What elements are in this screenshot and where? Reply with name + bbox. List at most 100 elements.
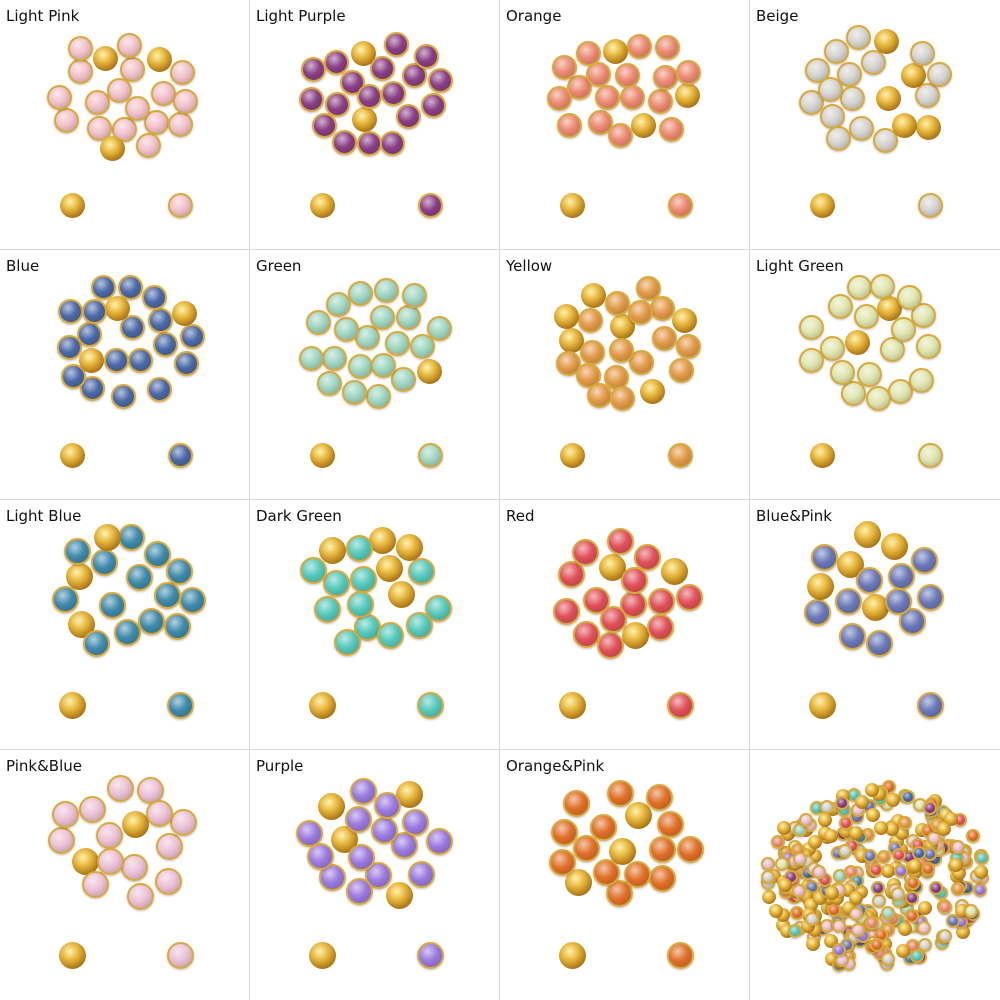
button-back (818, 812, 833, 827)
sample-button-back (58, 941, 86, 969)
sample-button-front (666, 691, 694, 719)
button-bead (78, 795, 106, 823)
button-bead (587, 382, 612, 408)
button-back (387, 580, 415, 608)
button-bead (51, 585, 79, 613)
button-bead (47, 84, 73, 110)
variant-cell[interactable]: Light Pink (0, 0, 250, 250)
button-bead (832, 918, 847, 933)
button-bead (677, 835, 705, 863)
button-bead (877, 850, 892, 865)
button-back (884, 821, 899, 836)
button-bead (573, 621, 600, 649)
button-bead (311, 112, 337, 138)
button-bead (811, 864, 826, 879)
variant-cell[interactable]: Orange&Pink (500, 750, 750, 1000)
button-bead (96, 821, 124, 849)
button-bead (172, 88, 198, 114)
button-back (375, 555, 403, 583)
button-bead (91, 275, 117, 301)
button-bead (600, 606, 628, 634)
button-bead (827, 293, 853, 319)
button-bead (341, 379, 367, 405)
variant-label: Beige (756, 7, 799, 25)
button-bead (973, 882, 988, 897)
button-bead (306, 310, 332, 336)
variant-cell[interactable]: Orange (500, 0, 750, 250)
button-bead (885, 587, 913, 615)
button-bead (63, 538, 91, 566)
variant-cell[interactable]: Beige (750, 0, 1000, 250)
button-bead (908, 368, 934, 394)
button-bead (84, 89, 110, 115)
variant-cell[interactable]: Dark Green (250, 500, 500, 750)
button-bead (605, 291, 630, 317)
sample-button-front (416, 691, 444, 719)
button-back (808, 835, 823, 850)
button-bead (606, 779, 634, 807)
button-bead (120, 315, 146, 341)
button-bead (901, 789, 916, 804)
button-back (881, 864, 896, 879)
button-bead (648, 588, 676, 616)
button-bead (406, 612, 434, 640)
button-bead (595, 84, 621, 110)
button-bead (649, 836, 677, 864)
sample-button-back (558, 691, 586, 719)
button-bead (135, 133, 161, 159)
variant-cell[interactable] (750, 750, 1000, 1000)
variant-cell[interactable]: Blue (0, 250, 250, 500)
button-bead (298, 87, 324, 113)
button-bead (350, 777, 378, 805)
button-bead (356, 84, 382, 110)
button-bead (552, 54, 577, 80)
variant-cell[interactable]: Red (500, 500, 750, 750)
button-bead (325, 291, 351, 317)
sample-button-back (558, 941, 586, 969)
variant-cell[interactable]: Light Purple (250, 0, 500, 250)
button-bead (909, 41, 935, 67)
variant-cell[interactable]: Yellow (500, 250, 750, 500)
button-bead (366, 383, 392, 409)
button-bead (402, 283, 428, 309)
button-bead (658, 116, 684, 142)
sample-button-front (417, 442, 443, 468)
button-bead (648, 864, 676, 892)
button-bead (331, 129, 357, 155)
button-bead (339, 69, 365, 95)
button-bead (860, 49, 886, 75)
button-bead (657, 811, 685, 839)
variant-cell[interactable]: Light Green (750, 250, 1000, 500)
button-back (65, 563, 93, 591)
button-bead (153, 582, 181, 610)
button-bead (369, 304, 395, 330)
button-bead (609, 338, 635, 364)
button-bead (385, 331, 411, 357)
button-bead (887, 563, 915, 591)
button-bead (121, 854, 149, 882)
button-bead (916, 333, 942, 359)
button-back (855, 795, 870, 810)
variant-cell[interactable]: Green (250, 250, 500, 500)
variant-cell[interactable]: Pink&Blue (0, 750, 250, 1000)
button-bead (880, 905, 895, 920)
button-bead (107, 775, 135, 803)
button-bead (114, 618, 142, 646)
variant-cell[interactable]: Purple (250, 750, 500, 1000)
button-bead (610, 386, 636, 412)
button-back (848, 890, 863, 905)
button-bead (166, 558, 194, 586)
button-bead (892, 848, 907, 863)
button-back (581, 282, 607, 308)
button-bead (125, 564, 153, 592)
button-back (171, 301, 197, 327)
button-back (621, 621, 649, 649)
sample-button-front (417, 192, 443, 218)
button-bead (168, 112, 194, 138)
button-bead (951, 839, 966, 854)
sample-button-front (667, 442, 693, 468)
variant-cell[interactable]: Blue&Pink (750, 500, 1000, 750)
button-bead (347, 590, 375, 618)
variant-cell[interactable]: Light Blue (0, 500, 250, 750)
button-back (937, 822, 952, 837)
